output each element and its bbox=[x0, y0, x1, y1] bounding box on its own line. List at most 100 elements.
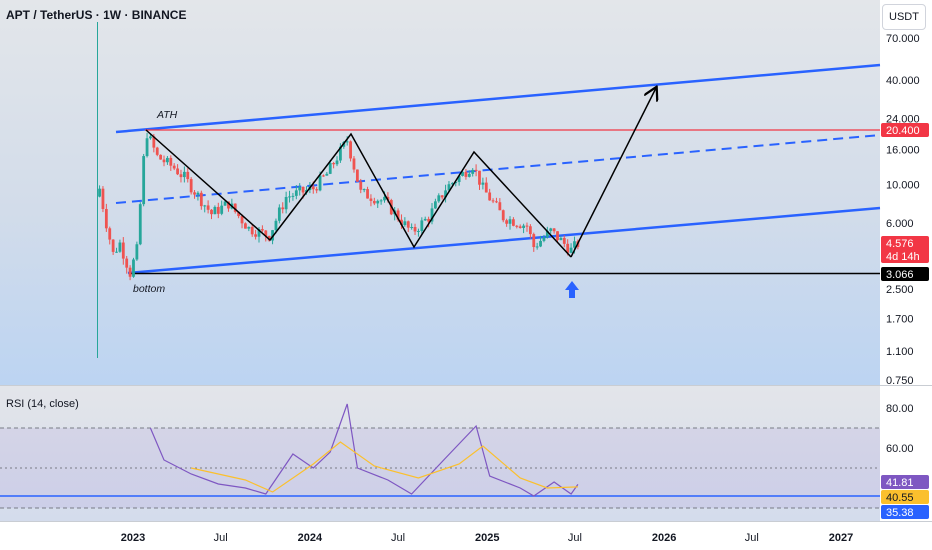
candle-body bbox=[247, 226, 251, 229]
candle-body bbox=[233, 203, 237, 212]
candle-body bbox=[396, 210, 400, 220]
candle-body bbox=[254, 234, 258, 237]
candle-body bbox=[240, 216, 244, 224]
time-tick-label: Jul bbox=[391, 532, 405, 544]
rsi-value-tag bbox=[881, 475, 929, 489]
candle-body bbox=[508, 219, 512, 224]
candle-body bbox=[257, 229, 261, 237]
candle-body bbox=[311, 186, 315, 190]
candle-body bbox=[281, 207, 285, 210]
price-tick-label: 10.000 bbox=[886, 180, 920, 192]
price-pane-background bbox=[0, 0, 880, 385]
rsi-ma-line bbox=[191, 441, 578, 493]
time-tick-label: Jul bbox=[214, 532, 228, 544]
candle-body bbox=[372, 200, 376, 204]
candle-body bbox=[359, 181, 363, 190]
candle-body bbox=[135, 244, 139, 260]
candle-body bbox=[325, 173, 329, 176]
candle-body bbox=[267, 235, 271, 241]
price-tick-label: 1.700 bbox=[886, 313, 914, 325]
candle-body bbox=[104, 208, 108, 229]
candle-body bbox=[301, 186, 305, 193]
candle-body bbox=[216, 206, 220, 214]
candle-body bbox=[366, 189, 369, 199]
candle-body bbox=[162, 159, 166, 163]
candle-body bbox=[522, 225, 525, 228]
candle-body bbox=[362, 189, 366, 191]
price-tick-label: 0.750 bbox=[886, 375, 914, 387]
candle-body bbox=[355, 169, 359, 182]
candle-body bbox=[535, 246, 539, 248]
candle-body bbox=[552, 228, 556, 232]
candle-body bbox=[566, 243, 570, 253]
candle-body bbox=[166, 157, 169, 163]
candle-body bbox=[423, 218, 427, 221]
candle-body bbox=[484, 182, 488, 193]
candle-body bbox=[437, 195, 441, 202]
candle-body bbox=[417, 230, 420, 232]
candle-body bbox=[430, 208, 434, 222]
candle-body bbox=[328, 162, 332, 174]
last-price-tag bbox=[881, 236, 929, 263]
candle-body bbox=[352, 158, 356, 170]
candle-body bbox=[264, 230, 268, 236]
candle-body bbox=[450, 183, 454, 185]
rsi-tick-label: 60.00 bbox=[886, 443, 914, 455]
candle-body bbox=[345, 141, 349, 143]
countdown-label: 4d 14h bbox=[886, 251, 920, 263]
candle-body bbox=[406, 221, 410, 228]
candle-body bbox=[111, 239, 115, 252]
candle-body bbox=[569, 247, 573, 253]
candle-body bbox=[349, 141, 352, 159]
candle-body bbox=[223, 201, 227, 206]
candle-body bbox=[332, 162, 336, 165]
candle-body bbox=[98, 188, 101, 197]
ath-price-tag bbox=[881, 123, 929, 137]
candle-body bbox=[383, 196, 386, 201]
candle-body bbox=[142, 156, 146, 205]
candle-body bbox=[488, 192, 492, 201]
zigzag-pattern bbox=[145, 129, 572, 258]
price-axis[interactable]: 70.000 40.000 24.000 16.000 10.000 6.000 2.500… bbox=[886, 33, 920, 387]
candle-body bbox=[467, 173, 471, 177]
candle-body bbox=[199, 192, 203, 207]
candle-body bbox=[128, 267, 132, 277]
candle-body bbox=[210, 209, 213, 215]
candle-body bbox=[447, 184, 451, 191]
candle-body bbox=[471, 169, 475, 174]
channel-lower-line bbox=[127, 206, 881, 275]
candle-body bbox=[512, 219, 515, 226]
candle-body bbox=[400, 219, 403, 226]
candle-body bbox=[457, 175, 461, 183]
candle-body bbox=[298, 186, 302, 191]
candle-body bbox=[322, 175, 325, 177]
candle-body bbox=[525, 225, 529, 227]
candle-body bbox=[108, 228, 112, 240]
candle-body bbox=[277, 207, 281, 221]
candle-body bbox=[237, 211, 241, 217]
candle-body bbox=[420, 220, 424, 231]
last-price-label: 4.576 bbox=[886, 238, 914, 250]
candle-body bbox=[559, 237, 563, 241]
rsi-ma-label: 40.55 bbox=[886, 492, 914, 504]
candle-body bbox=[440, 195, 444, 198]
price-tick-label: 70.000 bbox=[886, 33, 920, 45]
arrow-up-icon bbox=[565, 281, 579, 298]
candle-body bbox=[491, 200, 495, 202]
currency-button[interactable]: USDT bbox=[882, 4, 926, 30]
candle-body bbox=[542, 237, 546, 241]
price-tick-label: 24.000 bbox=[886, 114, 920, 126]
candle-body bbox=[206, 205, 210, 210]
candle-body bbox=[186, 171, 190, 180]
candle-body bbox=[444, 190, 447, 198]
chart-title: APT / TetherUS · 1W · BINANCE bbox=[6, 8, 186, 22]
rsi-axis[interactable]: 80.00 60.00 bbox=[886, 403, 914, 455]
price-tick-label: 6.000 bbox=[886, 218, 914, 230]
time-axis[interactable]: 2023 Jul 2024 Jul 2025 Jul 2026 Jul 2027 bbox=[121, 532, 853, 544]
support-price-tag bbox=[881, 267, 929, 281]
candle-body bbox=[315, 189, 319, 191]
candle-body bbox=[152, 136, 156, 148]
candle-body bbox=[196, 192, 200, 195]
candle-body bbox=[495, 201, 498, 203]
